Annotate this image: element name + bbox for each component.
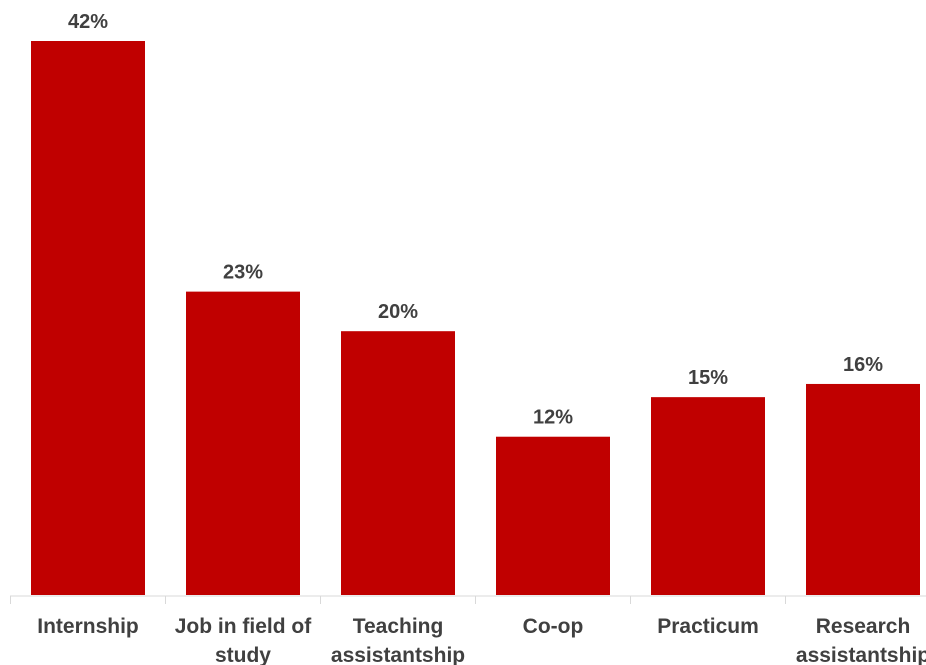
- data-label: 16%: [843, 354, 883, 376]
- x-axis-ticks: [10, 596, 786, 604]
- data-label: 23%: [223, 262, 263, 284]
- category-label-line: Co-op: [523, 615, 584, 638]
- category-label-line: Job in field of: [175, 615, 312, 638]
- value-labels-group: 42% 23% 20% 12% 15% 16%: [68, 11, 883, 429]
- category-label-line: assistantship: [331, 644, 465, 665]
- category-label-line: Internship: [37, 615, 139, 638]
- bar: [341, 331, 455, 595]
- category-label-line: Practicum: [657, 615, 759, 638]
- category-label-line: Teaching: [353, 615, 444, 638]
- category-label: Co-op: [523, 615, 584, 638]
- bar: [806, 383, 920, 595]
- bar: [496, 436, 610, 595]
- category-label: Job in field of study: [175, 615, 312, 665]
- bar: [651, 397, 765, 595]
- data-label: 42%: [68, 11, 108, 33]
- data-label: 15%: [688, 367, 728, 389]
- bar: [186, 291, 300, 595]
- category-label-line: Research: [816, 615, 911, 638]
- category-label-line: study: [215, 644, 271, 665]
- category-label: Teaching assistantship: [331, 615, 465, 665]
- category-label: Research assistantship: [796, 615, 926, 665]
- category-label: Internship: [37, 615, 139, 638]
- data-label: 12%: [533, 407, 573, 429]
- category-labels-group: Internship Job in field of study Teaching as…: [37, 615, 926, 665]
- bars-group: [31, 41, 920, 595]
- data-label: 20%: [378, 301, 418, 323]
- category-label: Practicum: [657, 615, 759, 638]
- bar: [31, 41, 145, 595]
- category-label-line: assistantship: [796, 644, 926, 665]
